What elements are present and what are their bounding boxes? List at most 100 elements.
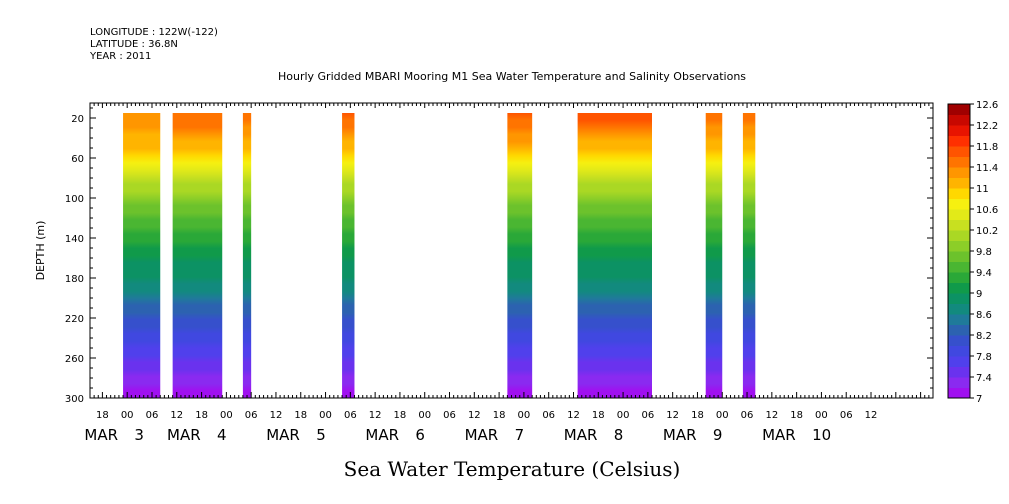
- colorbar-segment: [948, 104, 970, 115]
- colorbar-label: 7: [976, 394, 982, 405]
- x-hour-label: 00: [319, 410, 332, 421]
- colorbar-segment: [948, 198, 970, 210]
- x-month-label: MAR: [564, 426, 598, 444]
- x-hour-label: 00: [518, 410, 531, 421]
- colorbar-label: 10.6: [976, 205, 998, 216]
- y-tick-label: 60: [71, 154, 84, 165]
- colorbar-segment: [948, 219, 970, 231]
- x-hour-label: 12: [666, 410, 679, 421]
- data-segment-7: [742, 113, 756, 398]
- colorbar-segment: [948, 366, 970, 378]
- x-hour-label: 12: [468, 410, 481, 421]
- colorbar-segment: [948, 209, 970, 220]
- colorbar-segment: [948, 135, 970, 147]
- colorbar-segment: [948, 177, 970, 189]
- data-segment-5: [577, 113, 652, 398]
- x-month-label: MAR: [266, 426, 300, 444]
- y-tick-label: 140: [65, 234, 84, 245]
- colorbar-segment: [948, 387, 970, 399]
- data-segment-6: [705, 113, 723, 398]
- y-tick-label: 220: [65, 314, 84, 325]
- y-tick-label: 20: [71, 114, 84, 125]
- colorbar-label: 9.8: [976, 247, 992, 258]
- x-hour-label: 06: [245, 410, 258, 421]
- x-month-label: MAR: [663, 426, 697, 444]
- x-day-label: 9: [713, 426, 723, 444]
- x-hour-label: 06: [344, 410, 357, 421]
- colorbar-label: 11: [976, 184, 989, 195]
- x-hour-label: 12: [865, 410, 878, 421]
- colorbar-label: 11.4: [976, 163, 998, 174]
- colorbar-segment: [948, 314, 970, 325]
- longitude-label: LONGITUDE : 122W(-122): [90, 27, 218, 38]
- data-segment-2: [242, 113, 252, 398]
- x-day-label: 6: [415, 426, 425, 444]
- colorbar-segment: [948, 356, 970, 367]
- x-hour-label: 00: [617, 410, 630, 421]
- colorbar-segment: [948, 230, 970, 241]
- x-hour-label: 06: [443, 410, 456, 421]
- colorbar-segment: [948, 188, 970, 199]
- x-hour-label: 06: [146, 410, 159, 421]
- x-hour-label: 06: [542, 410, 555, 421]
- colorbar-label: 11.8: [976, 142, 998, 153]
- x-day-label: 3: [134, 426, 144, 444]
- latitude-label: LATITUDE : 36.8N: [90, 39, 178, 50]
- x-hour-label: 18: [790, 410, 803, 421]
- x-day-label: 10: [812, 426, 831, 444]
- x-hour-label: 18: [493, 410, 506, 421]
- x-hour-label: 00: [121, 410, 134, 421]
- x-hour-label: 18: [394, 410, 407, 421]
- data-segment-0: [123, 113, 161, 398]
- x-hour-label: 18: [195, 410, 208, 421]
- colorbar-label: 9: [976, 289, 982, 300]
- x-hour-label: 12: [765, 410, 778, 421]
- x-hour-label: 00: [220, 410, 233, 421]
- x-hour-label: 06: [741, 410, 754, 421]
- x-axis-label: Sea Water Temperature (Celsius): [344, 457, 681, 481]
- y-tick-label: 180: [65, 274, 84, 285]
- x-hour-label: 18: [592, 410, 605, 421]
- colorbar-label: 7.8: [976, 352, 992, 363]
- chart-title: Hourly Gridded MBARI Mooring M1 Sea Wate…: [278, 70, 746, 83]
- x-month-label: MAR: [465, 426, 499, 444]
- x-day-label: 7: [515, 426, 525, 444]
- x-hour-label: 00: [815, 410, 828, 421]
- x-month-label: MAR: [365, 426, 399, 444]
- x-hour-label: 18: [294, 410, 307, 421]
- colorbar-label: 9.4: [976, 268, 992, 279]
- colorbar-segment: [948, 272, 970, 283]
- x-day-label: 8: [614, 426, 624, 444]
- x-month-label: MAR: [84, 426, 118, 444]
- x-month-label: MAR: [762, 426, 796, 444]
- colorbar-segment: [948, 114, 970, 126]
- y-tick-label: 100: [65, 194, 84, 205]
- x-day-label: 5: [316, 426, 326, 444]
- colorbar-segment: [948, 293, 970, 304]
- data-segment-4: [507, 113, 533, 398]
- data-segment-3: [342, 113, 355, 398]
- colorbar-segment: [948, 261, 970, 273]
- colorbar-label: 12.6: [976, 100, 998, 111]
- colorbar-label: 7.4: [976, 373, 992, 384]
- colorbar-segment: [948, 345, 970, 357]
- colorbar-segment: [948, 335, 970, 346]
- colorbar-segment: [948, 282, 970, 294]
- colorbar-segment: [948, 156, 970, 168]
- data-segment-1: [172, 113, 223, 398]
- colorbar-label: 12.2: [976, 121, 998, 132]
- colorbar-segment: [948, 146, 970, 157]
- y-tick-label: 260: [65, 354, 84, 365]
- colorbar-label: 10.2: [976, 226, 998, 237]
- colorbar-segment: [948, 377, 970, 388]
- y-tick-label: 300: [65, 394, 84, 405]
- colorbar-segment: [948, 324, 970, 336]
- colorbar-label: 8.6: [976, 310, 992, 321]
- x-month-label: MAR: [167, 426, 201, 444]
- x-hour-label: 06: [642, 410, 655, 421]
- year-label: YEAR : 2011: [89, 51, 151, 62]
- x-hour-label: 18: [96, 410, 109, 421]
- x-day-label: 4: [217, 426, 227, 444]
- x-hour-label: 06: [840, 410, 853, 421]
